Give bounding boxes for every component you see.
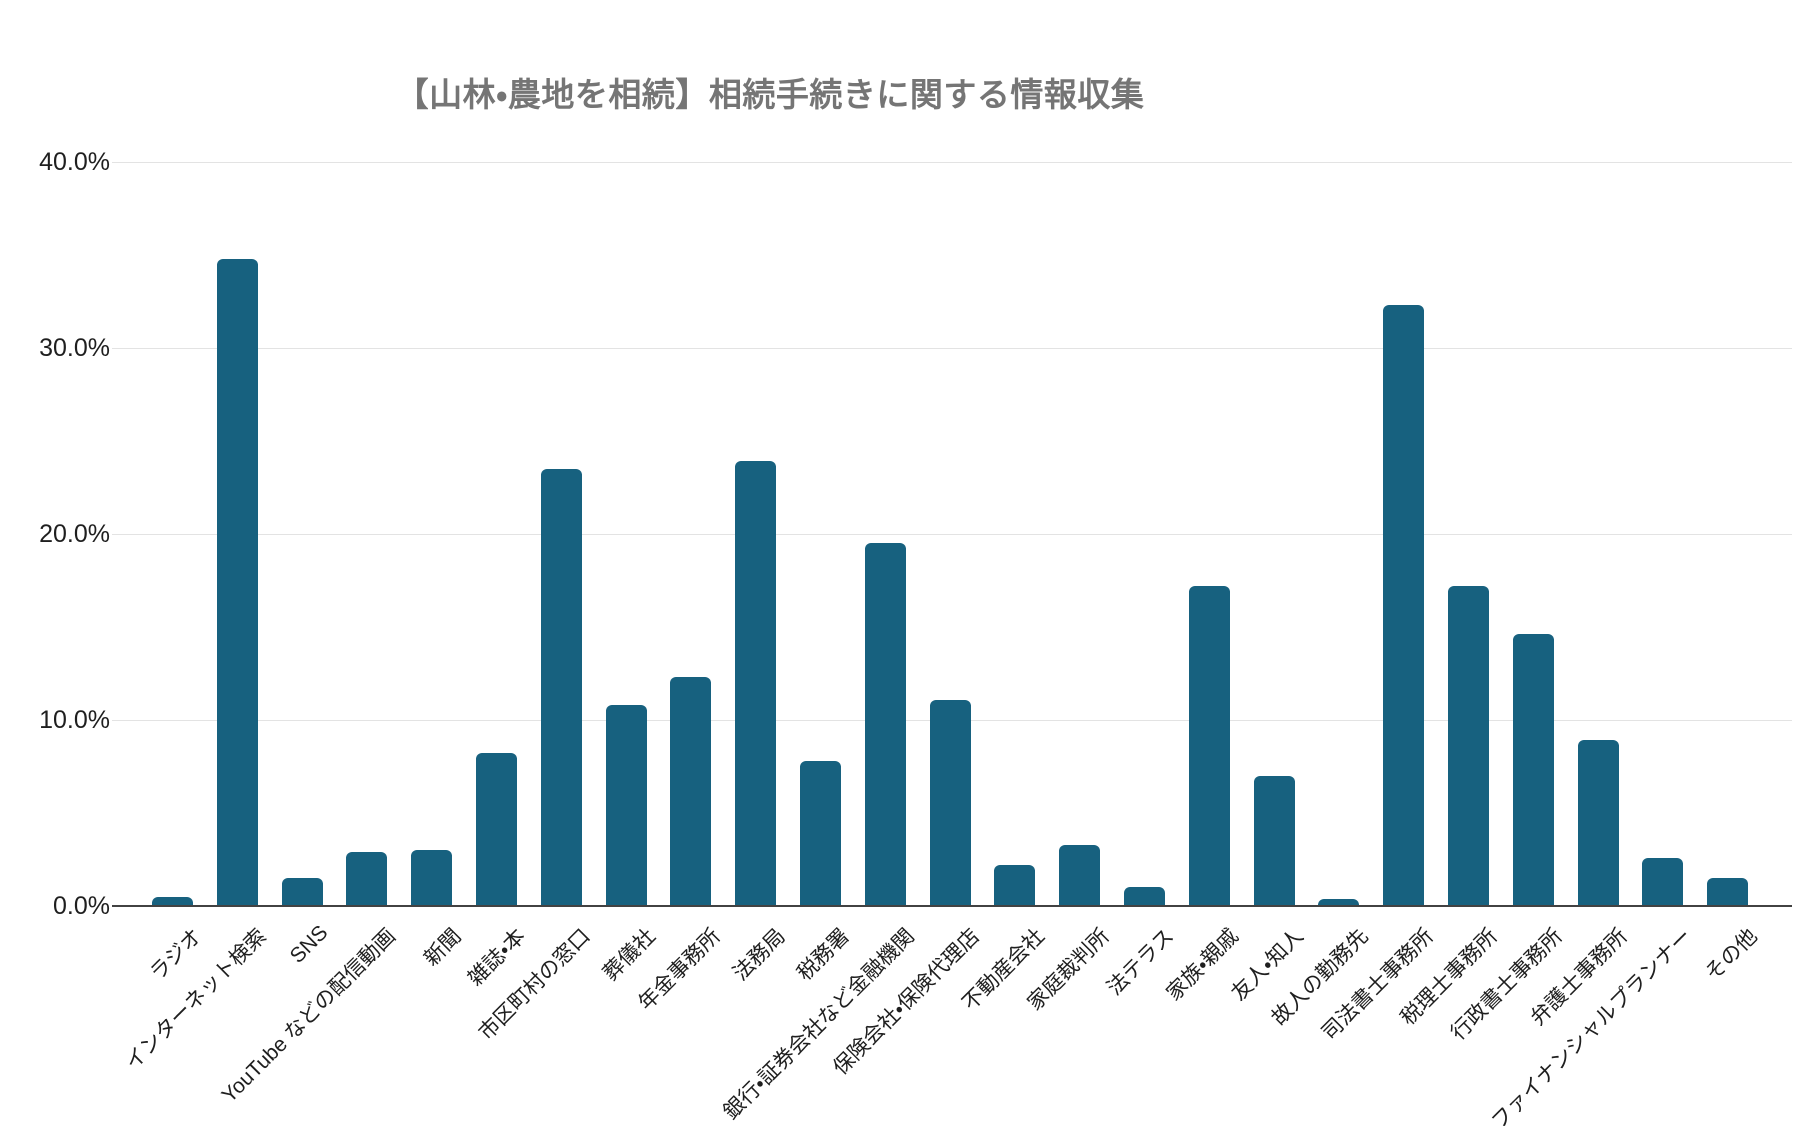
bar-司法書士事務所 (1383, 305, 1425, 906)
bar-家族・親戚 (1188, 586, 1230, 906)
bar-SNS (281, 878, 323, 906)
bar-葬儀社 (605, 705, 647, 906)
bar-不動産会社 (994, 865, 1036, 906)
bar-YouTube などの配信動画 (346, 852, 388, 906)
bar-市区町村の窓口 (540, 468, 582, 906)
gridline (112, 348, 1792, 349)
x-tick-label: その他 (1700, 924, 1762, 986)
bar-弁護士事務所 (1577, 740, 1619, 906)
y-tick-label: 0.0% (53, 892, 110, 920)
bar-年金事務所 (670, 677, 712, 906)
bar-雑誌・本 (475, 753, 517, 906)
x-tick-label: 法務局 (728, 924, 790, 986)
bar-その他 (1707, 878, 1749, 906)
x-tick-label: SNS (285, 921, 333, 968)
gridline (112, 534, 1792, 535)
bar-税務署 (799, 760, 841, 906)
y-tick-label: 40.0% (39, 148, 110, 176)
bar-税理士事務所 (1447, 586, 1489, 906)
bar-ファイナンシャルプランナー (1642, 857, 1684, 906)
bar-友人・知人 (1253, 775, 1295, 906)
bar-家庭裁判所 (1059, 844, 1101, 906)
bar-行政書士事務所 (1512, 634, 1554, 906)
gridline (112, 162, 1792, 163)
bar-銀行・証券会社など金融機関 (864, 543, 906, 906)
plot-area (0, 162, 1798, 906)
x-tick-label: 新聞 (419, 924, 466, 971)
bar-インターネット検索 (216, 258, 258, 906)
x-axis-line (112, 905, 1792, 907)
bar-故人の勤務先 (1318, 898, 1360, 906)
y-tick-label: 20.0% (39, 520, 110, 548)
y-tick-label: 10.0% (39, 706, 110, 734)
bar-ラジオ (151, 896, 193, 906)
y-tick-label: 30.0% (39, 334, 110, 362)
chart-title: 【山林・農地を相続】相続手続きに関する情報収集 (395, 76, 1145, 114)
bar-法テラス (1123, 887, 1165, 906)
bar-新聞 (411, 850, 453, 906)
bar-法務局 (735, 461, 777, 906)
bar-保険会社・保険代理店 (929, 699, 971, 906)
